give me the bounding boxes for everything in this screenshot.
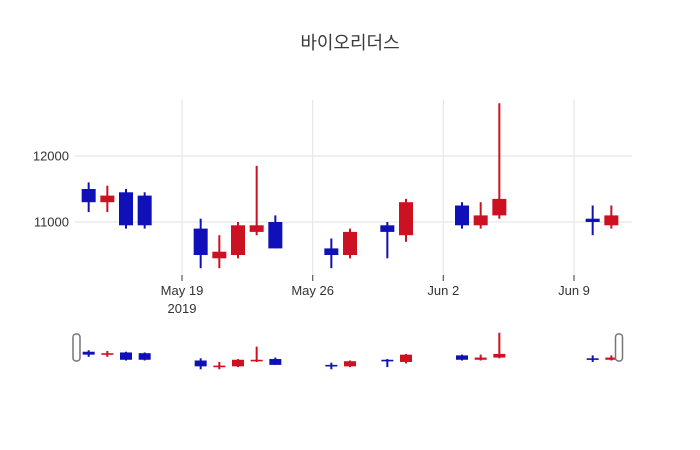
candle-body bbox=[101, 353, 114, 355]
candle-may-14 bbox=[82, 350, 95, 357]
candle-may-23[interactable] bbox=[249, 165, 264, 236]
candle-body bbox=[474, 357, 487, 360]
range-slider-right-handle[interactable] bbox=[614, 333, 624, 362]
candle-may-21[interactable] bbox=[212, 235, 227, 269]
candle-body bbox=[249, 225, 264, 232]
candle-body bbox=[455, 205, 470, 226]
candle-jun-3[interactable] bbox=[455, 202, 470, 229]
range-slider-track[interactable] bbox=[75, 328, 632, 376]
candle-may-28[interactable] bbox=[343, 228, 358, 259]
candle-body bbox=[586, 358, 599, 360]
candle-body bbox=[137, 195, 152, 226]
candle-may-16[interactable] bbox=[119, 189, 134, 229]
candle-body bbox=[604, 215, 619, 226]
candle-may-31[interactable] bbox=[399, 198, 414, 242]
candle-may-20 bbox=[194, 358, 207, 370]
candle-jun-4[interactable] bbox=[473, 202, 488, 229]
candle-body bbox=[456, 355, 469, 360]
candle-body bbox=[585, 218, 600, 222]
candle-body bbox=[138, 353, 151, 360]
candle-body bbox=[325, 364, 338, 367]
candle-may-23 bbox=[250, 346, 263, 362]
candles-layer bbox=[81, 103, 619, 269]
candle-body bbox=[268, 222, 283, 249]
candle-may-22[interactable] bbox=[231, 222, 246, 259]
candle-body bbox=[400, 354, 413, 362]
candle-jun-11[interactable] bbox=[604, 205, 619, 229]
candle-may-30[interactable] bbox=[380, 222, 395, 259]
range-slider-left-handle[interactable] bbox=[72, 333, 81, 362]
candle-jun-5 bbox=[493, 332, 506, 359]
candle-may-30 bbox=[381, 359, 394, 368]
candle-jun-5[interactable] bbox=[492, 103, 507, 219]
grid-layer bbox=[75, 100, 632, 275]
candle-body bbox=[119, 192, 134, 226]
x-axis: May 19 2019 May 26 Jun 2 Jun 9 bbox=[161, 275, 590, 316]
candle-body bbox=[232, 359, 245, 367]
candle-body bbox=[473, 215, 488, 226]
x-axis-tick-label: May 19 bbox=[161, 283, 204, 298]
candle-body bbox=[492, 198, 507, 216]
candle-body bbox=[380, 225, 395, 232]
candle-may-28 bbox=[344, 360, 357, 368]
chart-title: 바이오리더스 bbox=[300, 33, 399, 53]
candle-may-24[interactable] bbox=[268, 215, 283, 249]
y-axis: 12000 11000 bbox=[33, 149, 69, 230]
candle-body bbox=[269, 359, 282, 365]
candle-jun-11 bbox=[605, 355, 618, 361]
candle-may-16 bbox=[120, 351, 133, 361]
candle-body bbox=[324, 248, 339, 255]
candle-jun-3 bbox=[456, 354, 469, 361]
candle-may-15[interactable] bbox=[100, 185, 115, 213]
candle-body bbox=[250, 359, 263, 362]
candle-body bbox=[605, 357, 618, 360]
candle-may-15 bbox=[101, 350, 114, 357]
candle-jun-10 bbox=[586, 355, 599, 362]
candle-body bbox=[343, 231, 358, 255]
candle-may-27 bbox=[325, 362, 338, 370]
candle-body bbox=[194, 360, 207, 367]
candle-body bbox=[100, 195, 115, 203]
candle-body bbox=[81, 189, 96, 203]
candle-body bbox=[82, 351, 95, 355]
candle-body bbox=[212, 251, 227, 259]
x-axis-year-label: 2019 bbox=[168, 301, 197, 316]
candle-may-14[interactable] bbox=[81, 182, 96, 213]
candle-body bbox=[344, 361, 357, 367]
candle-body bbox=[120, 352, 133, 360]
candle-may-31 bbox=[400, 353, 413, 364]
candle-may-24 bbox=[269, 357, 282, 365]
candle-body bbox=[493, 353, 506, 358]
y-axis-tick-label: 11000 bbox=[34, 215, 69, 230]
candle-may-21 bbox=[213, 361, 226, 370]
candle-jun-4 bbox=[474, 354, 487, 361]
candle-may-17 bbox=[138, 352, 151, 361]
candle-may-20[interactable] bbox=[193, 218, 208, 269]
candle-body bbox=[381, 359, 394, 362]
y-axis-tick-label: 12000 bbox=[33, 149, 69, 164]
x-axis-tick-label: Jun 9 bbox=[558, 283, 590, 298]
candle-body bbox=[231, 225, 246, 255]
x-axis-tick-label: Jun 2 bbox=[427, 283, 459, 298]
candle-body bbox=[213, 365, 226, 368]
candle-may-27[interactable] bbox=[324, 238, 339, 269]
candle-body bbox=[193, 228, 208, 255]
candle-may-17[interactable] bbox=[137, 192, 152, 229]
candle-body bbox=[399, 202, 414, 236]
candle-jun-10[interactable] bbox=[585, 205, 600, 236]
range-slider[interactable] bbox=[72, 328, 632, 376]
x-axis-tick-label: May 26 bbox=[291, 283, 334, 298]
candle-may-22 bbox=[232, 359, 245, 368]
